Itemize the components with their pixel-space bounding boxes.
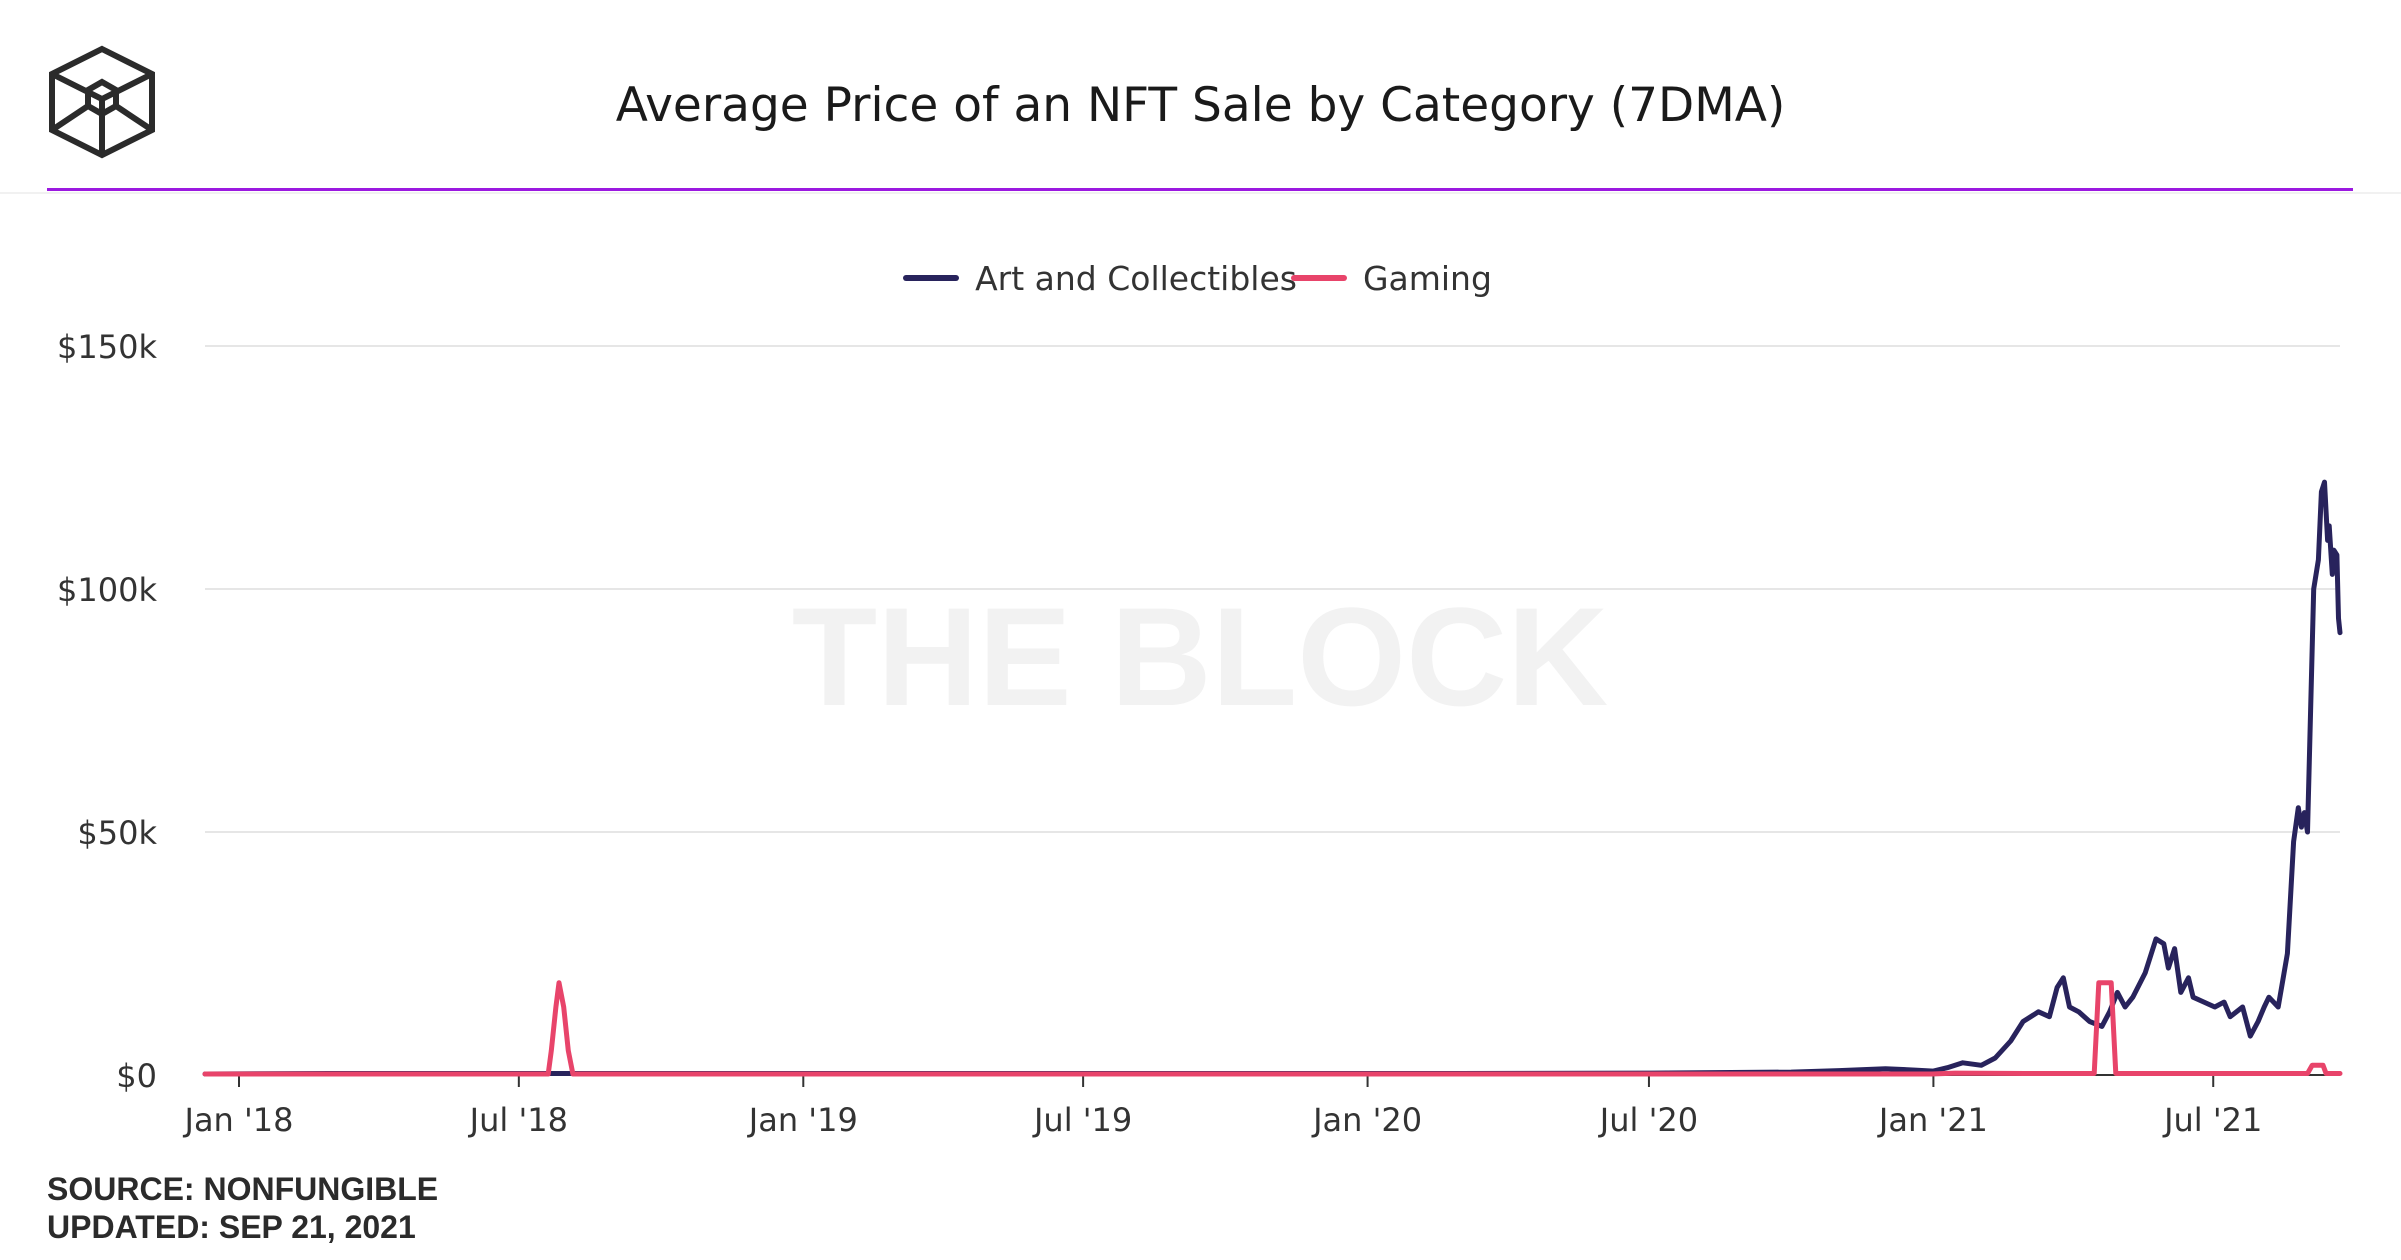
x-tick-label: Jul '21 — [2162, 1101, 2262, 1139]
source-note: SOURCE: NONFUNGIBLE — [47, 1171, 439, 1207]
y-tick-label: $150k — [57, 328, 157, 366]
series-line-gaming — [202, 980, 2343, 1077]
updated-note: UPDATED: SEP 21, 2021 — [47, 1209, 416, 1245]
line-chart: THE BLOCK $0 $50k $100k $150k Jan '18 Jul '18… — [57, 328, 2343, 1139]
x-tick-label: Jul '20 — [1598, 1101, 1698, 1139]
legend-label-gaming: Gaming — [1362, 258, 1492, 298]
chart-title: Average Price of an NFT Sale by Category… — [615, 78, 1786, 133]
the-block-logo-icon — [49, 45, 155, 159]
chart-footer: SOURCE: NONFUNGIBLE UPDATED: SEP 21, 202… — [47, 1170, 438, 1246]
x-tick-label: Jan '19 — [747, 1101, 858, 1139]
header-divider — [0, 192, 2401, 194]
legend-swatch-art — [903, 275, 960, 281]
y-tick-label: $50k — [77, 814, 157, 852]
legend-item-art[interactable]: Art and Collectibles — [903, 259, 1297, 298]
series-line-art-and-collectibles — [202, 479, 2343, 1077]
legend-label-art: Art and Collectibles — [975, 258, 1297, 298]
legend-item-gaming[interactable]: Gaming — [1290, 258, 1492, 298]
x-tick-label: Jul '19 — [1032, 1101, 1132, 1139]
x-tick-label: Jan '18 — [183, 1101, 294, 1139]
x-tick-label: Jan '21 — [1877, 1101, 1988, 1139]
chart-header: Average Price of an NFT Sale by Category… — [0, 0, 2401, 200]
chart-legend: Art and Collectibles Gaming — [0, 258, 2401, 298]
y-tick-label: $0 — [116, 1057, 157, 1095]
y-tick-label: $100k — [57, 571, 157, 609]
x-tick-label: Jul '18 — [468, 1101, 568, 1139]
legend-swatch-gaming — [1290, 275, 1347, 281]
watermark: THE BLOCK — [792, 578, 1609, 735]
x-tick-label: Jan '20 — [1311, 1101, 1422, 1139]
accent-rule — [47, 188, 2353, 191]
